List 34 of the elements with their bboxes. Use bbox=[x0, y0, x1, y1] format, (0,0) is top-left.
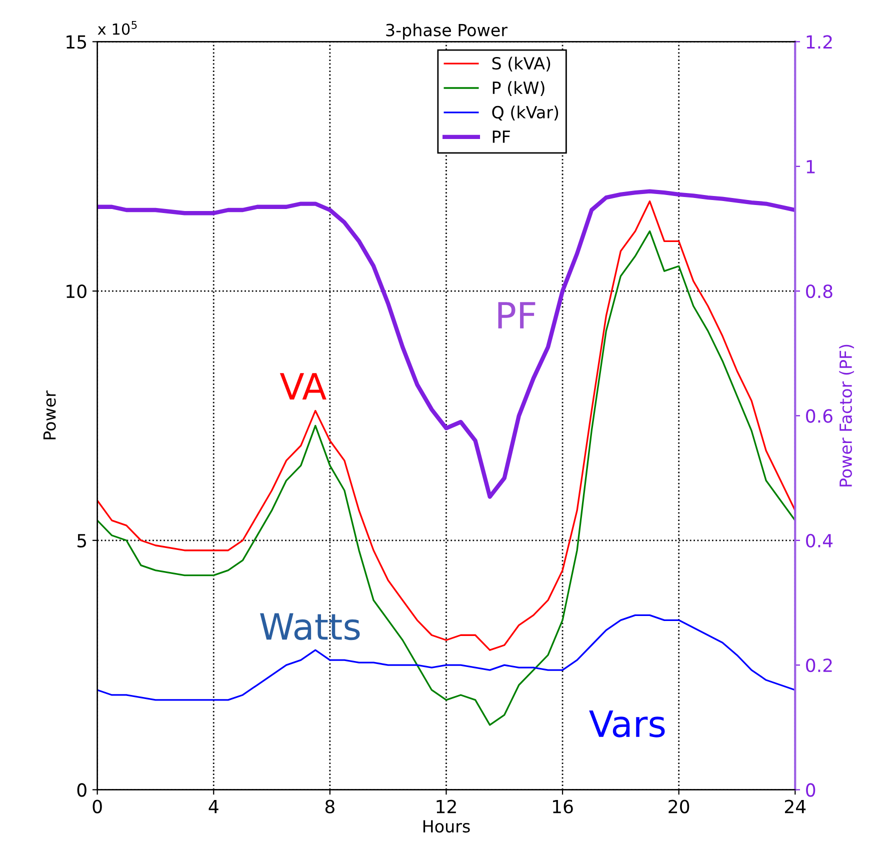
y2-tick-label: 1 bbox=[806, 160, 815, 174]
annotation: PF bbox=[498, 302, 536, 328]
chart-title: 3-phase Power bbox=[386, 23, 508, 40]
y2-tick-label: 0 bbox=[806, 783, 816, 797]
line-series bbox=[97, 614, 796, 701]
legend-label: P (kW) bbox=[492, 81, 544, 96]
y2-tick-label: 0.8 bbox=[806, 284, 832, 298]
legend-label: PF bbox=[492, 130, 510, 143]
y-tick-label: 15 bbox=[66, 35, 86, 49]
x-tick-label: 24 bbox=[784, 800, 806, 814]
y-tick-label: 10 bbox=[66, 284, 86, 298]
x-tick-label: 16 bbox=[553, 800, 573, 814]
y2-tick-label: 0.4 bbox=[806, 534, 833, 548]
text: x 10$^{5}$ bbox=[98, 21, 137, 35]
annotation: VA bbox=[280, 373, 326, 400]
x-tick-label: 12 bbox=[436, 800, 456, 814]
y-tick-label: 0 bbox=[77, 783, 86, 797]
line-series bbox=[97, 189, 796, 499]
x-tick-label: 8 bbox=[325, 800, 334, 814]
y-axis-title: Power bbox=[43, 390, 56, 440]
y2-tick-label: 0.2 bbox=[806, 658, 832, 672]
x-axis-title: Hours bbox=[423, 820, 470, 833]
y2-tick-label: 1.2 bbox=[806, 35, 832, 49]
legend-label: S (kVA) bbox=[492, 56, 550, 72]
x-tick-label: 4 bbox=[208, 800, 218, 814]
annotation: Vars bbox=[589, 710, 665, 738]
x-tick-label: 20 bbox=[668, 800, 690, 814]
y-tick-label: 5 bbox=[78, 534, 86, 548]
annotation: Watts bbox=[260, 613, 360, 640]
legend-label: Q (kVar) bbox=[492, 106, 558, 120]
y2-tick-label: 0.6 bbox=[806, 409, 832, 423]
x-tick-label: 0 bbox=[92, 800, 102, 814]
y2-axis-title: Power Factor (PF) bbox=[839, 344, 854, 486]
line-series bbox=[97, 200, 796, 651]
